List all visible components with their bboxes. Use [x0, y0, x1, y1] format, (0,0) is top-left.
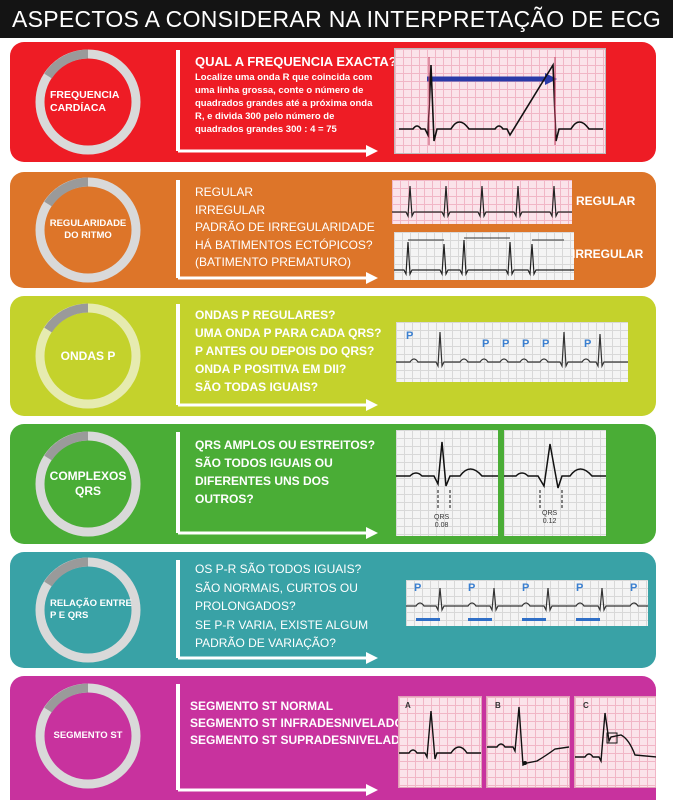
- qrs-label: QRS 0.08: [434, 514, 450, 529]
- row-label: ONDAS P: [60, 348, 116, 363]
- row-text: QUAL A FREQUENCIA EXACTA? Localize uma o…: [195, 54, 397, 135]
- ecg-rate-strip: [394, 48, 606, 154]
- arrow-icon: [170, 48, 380, 158]
- panel-letter: A: [405, 701, 411, 710]
- ecg-st-normal: A: [398, 696, 482, 788]
- p-marker: P: [584, 338, 592, 350]
- page-title: ASPECTOS A CONSIDERAR NA INTERPRETAÇÃO D…: [11, 5, 662, 32]
- ecg-regular-strip: [392, 180, 572, 224]
- panel-letter: B: [495, 701, 501, 710]
- ring-icon: SEGMENTO ST: [34, 682, 142, 790]
- p-marker: P: [482, 338, 490, 350]
- ecg-qrs-narrow: QRS 0.08: [396, 430, 498, 536]
- row-label: REGULARIDADE DO RITMO: [49, 218, 127, 241]
- p-marker: P: [468, 582, 476, 594]
- row-text: ONDAS P REGULARES? UMA ONDA P PARA CADA …: [195, 308, 382, 394]
- panel-letter: C: [583, 701, 589, 710]
- row-label: COMPLEXOS QRS: [49, 469, 127, 498]
- ecg-st-depression: B: [486, 696, 570, 788]
- ring-icon: RELAÇÃO ENTRE P E QRS: [34, 556, 142, 664]
- row-text: QRS AMPLOS OU ESTREITOS? SÃO TODOS IGUAI…: [195, 438, 376, 506]
- qrs-label: QRS 0.12: [542, 510, 558, 525]
- ecg-irregular-strip: [394, 232, 574, 280]
- p-marker: P: [522, 338, 530, 350]
- ring-icon: ONDAS P: [34, 302, 142, 410]
- ring-icon: REGULARIDADE DO RITMO: [34, 176, 142, 284]
- arrow-icon: [170, 682, 380, 798]
- row-relacao-p-qrs: RELAÇÃO ENTRE P E QRS OS P-R SÃO TODOS IG…: [10, 552, 656, 668]
- row-heading: QUAL A FREQUENCIA EXACTA?: [195, 54, 397, 69]
- arrow-icon: [170, 302, 380, 412]
- p-marker: P: [542, 338, 550, 350]
- ecg-qrs-wide: QRS 0.12: [504, 430, 606, 536]
- p-marker: P: [414, 582, 422, 594]
- p-marker: P: [406, 330, 414, 342]
- p-marker: P: [630, 582, 638, 594]
- row-frequencia-cardiaca: FREQUENCIA CARDÍACA QUAL A FREQUENCIA EXA…: [10, 42, 656, 162]
- row-complexos-qrs: COMPLEXOS QRS QRS AMPLOS OU ESTREITOS? SÃ…: [10, 424, 656, 544]
- ring-icon: FREQUENCIA CARDÍACA: [34, 48, 142, 156]
- row-label: SEGMENTO ST: [53, 730, 123, 742]
- p-marker: P: [502, 338, 510, 350]
- arrow-icon: [170, 558, 380, 664]
- row-text: OS P-R SÃO TODOS IGUAIS? SÃO NORMAIS, CU…: [195, 562, 369, 650]
- row-label: FREQUENCIA CARDÍACA: [50, 88, 120, 114]
- row-label: RELAÇÃO ENTRE P E QRS: [50, 598, 132, 621]
- row-text: REGULAR IRREGULAR PADRÃO DE IRREGULARIDA…: [195, 185, 375, 269]
- irregular-label: IRREGULAR: [572, 247, 644, 261]
- row-segmento-st: SEGMENTO ST SEGMENTO ST NORMAL SEGMENTO …: [10, 676, 656, 800]
- p-marker: P: [576, 582, 584, 594]
- row-regularidade-ritmo: REGULARIDADE DO RITMO REGULAR IRREGULAR P…: [10, 172, 656, 288]
- regular-label: REGULAR: [576, 194, 636, 208]
- arrow-icon: [170, 430, 380, 540]
- row-ondas-p: ONDAS P ONDAS P REGULARES? UMA ONDA P PA…: [10, 296, 656, 416]
- row-text: SEGMENTO ST NORMAL SEGMENTO ST INFRADESN…: [190, 699, 410, 747]
- ecg-st-elevation: C: [574, 696, 656, 788]
- ecg-pr-strip: P P P P P: [406, 580, 648, 626]
- title-bar: ASPECTOS A CONSIDERAR NA INTERPRETAÇÃO D…: [0, 0, 673, 38]
- arrow-icon: [170, 178, 380, 284]
- ring-icon: COMPLEXOS QRS: [34, 430, 142, 538]
- p-marker: P: [522, 582, 530, 594]
- ecg-p-wave-strip: P P P P P P: [396, 322, 628, 382]
